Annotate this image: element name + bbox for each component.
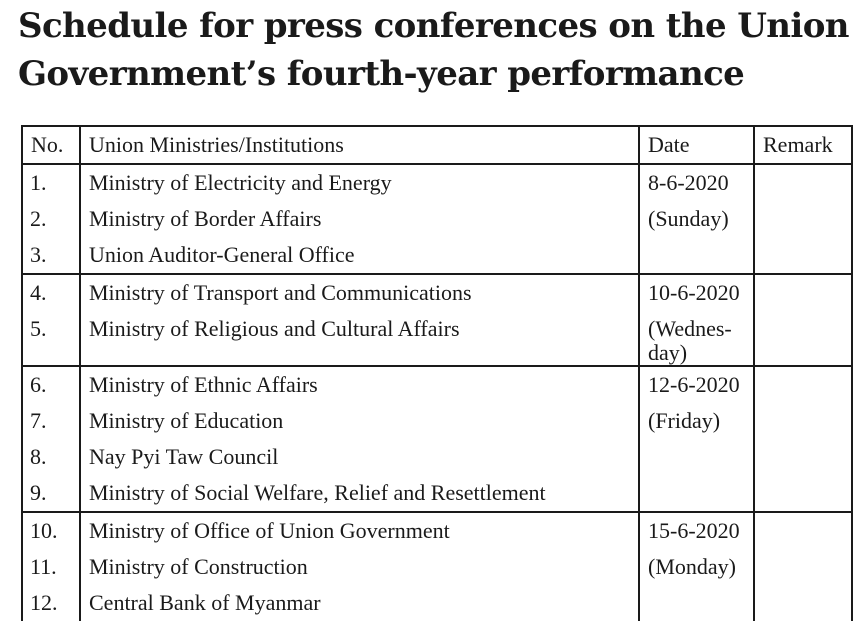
header-remark: Remark bbox=[753, 125, 853, 165]
row-number: 11. bbox=[21, 549, 81, 585]
table-row: 6. Ministry of Ethnic Affairs 12-6-2020 bbox=[21, 366, 853, 403]
row-ministry: Ministry of Ethnic Affairs bbox=[79, 366, 640, 403]
row-date bbox=[638, 237, 755, 275]
row-remark bbox=[753, 164, 853, 201]
row-remark bbox=[753, 549, 853, 585]
header-date: Date bbox=[638, 125, 755, 165]
row-date: (Sunday) bbox=[638, 201, 755, 237]
row-remark bbox=[753, 439, 853, 475]
row-remark bbox=[753, 237, 853, 275]
table-row: 9. Ministry of Social Welfare, Relief an… bbox=[21, 475, 853, 513]
row-remark bbox=[753, 311, 853, 367]
row-remark bbox=[753, 403, 853, 439]
row-number: 12. bbox=[21, 585, 81, 621]
table-row: 10. Ministry of Office of Union Governme… bbox=[21, 512, 853, 549]
row-date: (Wednes-day) bbox=[638, 311, 755, 367]
header-ministry: Union Ministries/Institutions bbox=[79, 125, 640, 165]
row-date: 8-6-2020 bbox=[638, 164, 755, 201]
row-date: 10-6-2020 bbox=[638, 274, 755, 311]
table-row: 3. Union Auditor-General Office bbox=[21, 237, 853, 275]
row-date bbox=[638, 585, 755, 621]
row-ministry: Ministry of Education bbox=[79, 403, 640, 439]
row-number: 10. bbox=[21, 512, 81, 549]
row-number: 5. bbox=[21, 311, 81, 367]
row-number: 1. bbox=[21, 164, 81, 201]
row-number: 4. bbox=[21, 274, 81, 311]
table-row: 5. Ministry of Religious and Cultural Af… bbox=[21, 311, 853, 367]
row-ministry: Ministry of Transport and Communications bbox=[79, 274, 640, 311]
row-date: 12-6-2020 bbox=[638, 366, 755, 403]
table-row: 2. Ministry of Border Affairs (Sunday) bbox=[21, 201, 853, 237]
row-ministry: Union Auditor-General Office bbox=[79, 237, 640, 275]
row-number: 7. bbox=[21, 403, 81, 439]
row-date bbox=[638, 439, 755, 475]
row-date: 15-6-2020 bbox=[638, 512, 755, 549]
table-header-row: No. Union Ministries/Institutions Date R… bbox=[21, 125, 853, 165]
row-ministry: Nay Pyi Taw Council bbox=[79, 439, 640, 475]
row-date: (Friday) bbox=[638, 403, 755, 439]
table-row: 7. Ministry of Education (Friday) bbox=[21, 403, 853, 439]
row-ministry: Ministry of Office of Union Government bbox=[79, 512, 640, 549]
row-ministry: Ministry of Construction bbox=[79, 549, 640, 585]
row-date bbox=[638, 475, 755, 513]
table-row: 8. Nay Pyi Taw Council bbox=[21, 439, 853, 475]
document-title: Schedule for press conferences on the Un… bbox=[18, 6, 850, 94]
row-ministry: Ministry of Electricity and Energy bbox=[79, 164, 640, 201]
table-row: 1. Ministry of Electricity and Energy 8-… bbox=[21, 164, 853, 201]
row-ministry: Ministry of Religious and Cultural Affai… bbox=[79, 311, 640, 367]
row-date: (Monday) bbox=[638, 549, 755, 585]
row-remark bbox=[753, 512, 853, 549]
row-remark bbox=[753, 475, 853, 513]
row-remark bbox=[753, 585, 853, 621]
row-number: 2. bbox=[21, 201, 81, 237]
row-number: 8. bbox=[21, 439, 81, 475]
row-ministry: Ministry of Social Welfare, Relief and R… bbox=[79, 475, 640, 513]
row-ministry: Central Bank of Myanmar bbox=[79, 585, 640, 621]
row-number: 3. bbox=[21, 237, 81, 275]
header-no: No. bbox=[21, 125, 81, 165]
row-number: 9. bbox=[21, 475, 81, 513]
press-conference-schedule-table: No. Union Ministries/Institutions Date R… bbox=[21, 125, 853, 621]
table-row: 4. Ministry of Transport and Communicati… bbox=[21, 274, 853, 311]
row-remark bbox=[753, 274, 853, 311]
row-date-text: (Wednes-day) bbox=[648, 316, 732, 365]
row-remark bbox=[753, 366, 853, 403]
table-row: 12. Central Bank of Myanmar bbox=[21, 585, 853, 621]
table-row: 11. Ministry of Construction (Monday) bbox=[21, 549, 853, 585]
row-number: 6. bbox=[21, 366, 81, 403]
row-remark bbox=[753, 201, 853, 237]
row-ministry: Ministry of Border Affairs bbox=[79, 201, 640, 237]
